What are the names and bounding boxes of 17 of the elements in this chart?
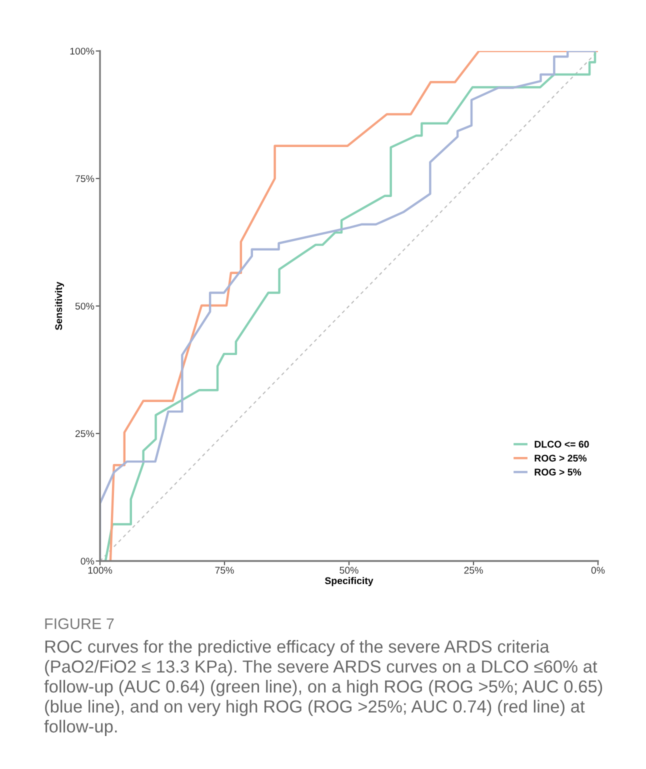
- legend-label: DLCO <= 60: [534, 440, 589, 448]
- x-tick-label: 0%: [591, 566, 605, 574]
- y-axis-title: Sensitivity: [54, 282, 64, 330]
- y-tick-label: 50%: [75, 302, 94, 310]
- x-tick-label: 25%: [464, 566, 483, 574]
- y-tick-label: 100%: [70, 48, 94, 55]
- y-tick-label: 0%: [80, 558, 94, 565]
- y-tick-label: 75%: [75, 175, 94, 182]
- y-tick-label: 25%: [75, 430, 94, 438]
- text: ROC curves for the predictive efficacy of the severe ARDS criteria (PaO2/FiO2 ≤ 13.3 KPa). The severe ARDS curves on a DLCO ≤60% at follow-up (AUC 0.64) (green line), on a high ROG (ROG >5%; AUC 0.65) (blue line), and on very high ROG (ROG >25%; AUC 0.74) (red line) at follow-up.: [44, 640, 602, 736]
- legend-label: ROG > 25%: [534, 454, 587, 462]
- x-tick-label: 100%: [88, 566, 112, 574]
- legend-label: ROG > 5%: [534, 468, 582, 476]
- x-tick-label: 75%: [215, 566, 234, 574]
- caption: FIGURE 7: [45, 618, 114, 630]
- x-tick-label: 50%: [340, 566, 358, 574]
- x-axis-title: Specificity: [324, 577, 374, 586]
